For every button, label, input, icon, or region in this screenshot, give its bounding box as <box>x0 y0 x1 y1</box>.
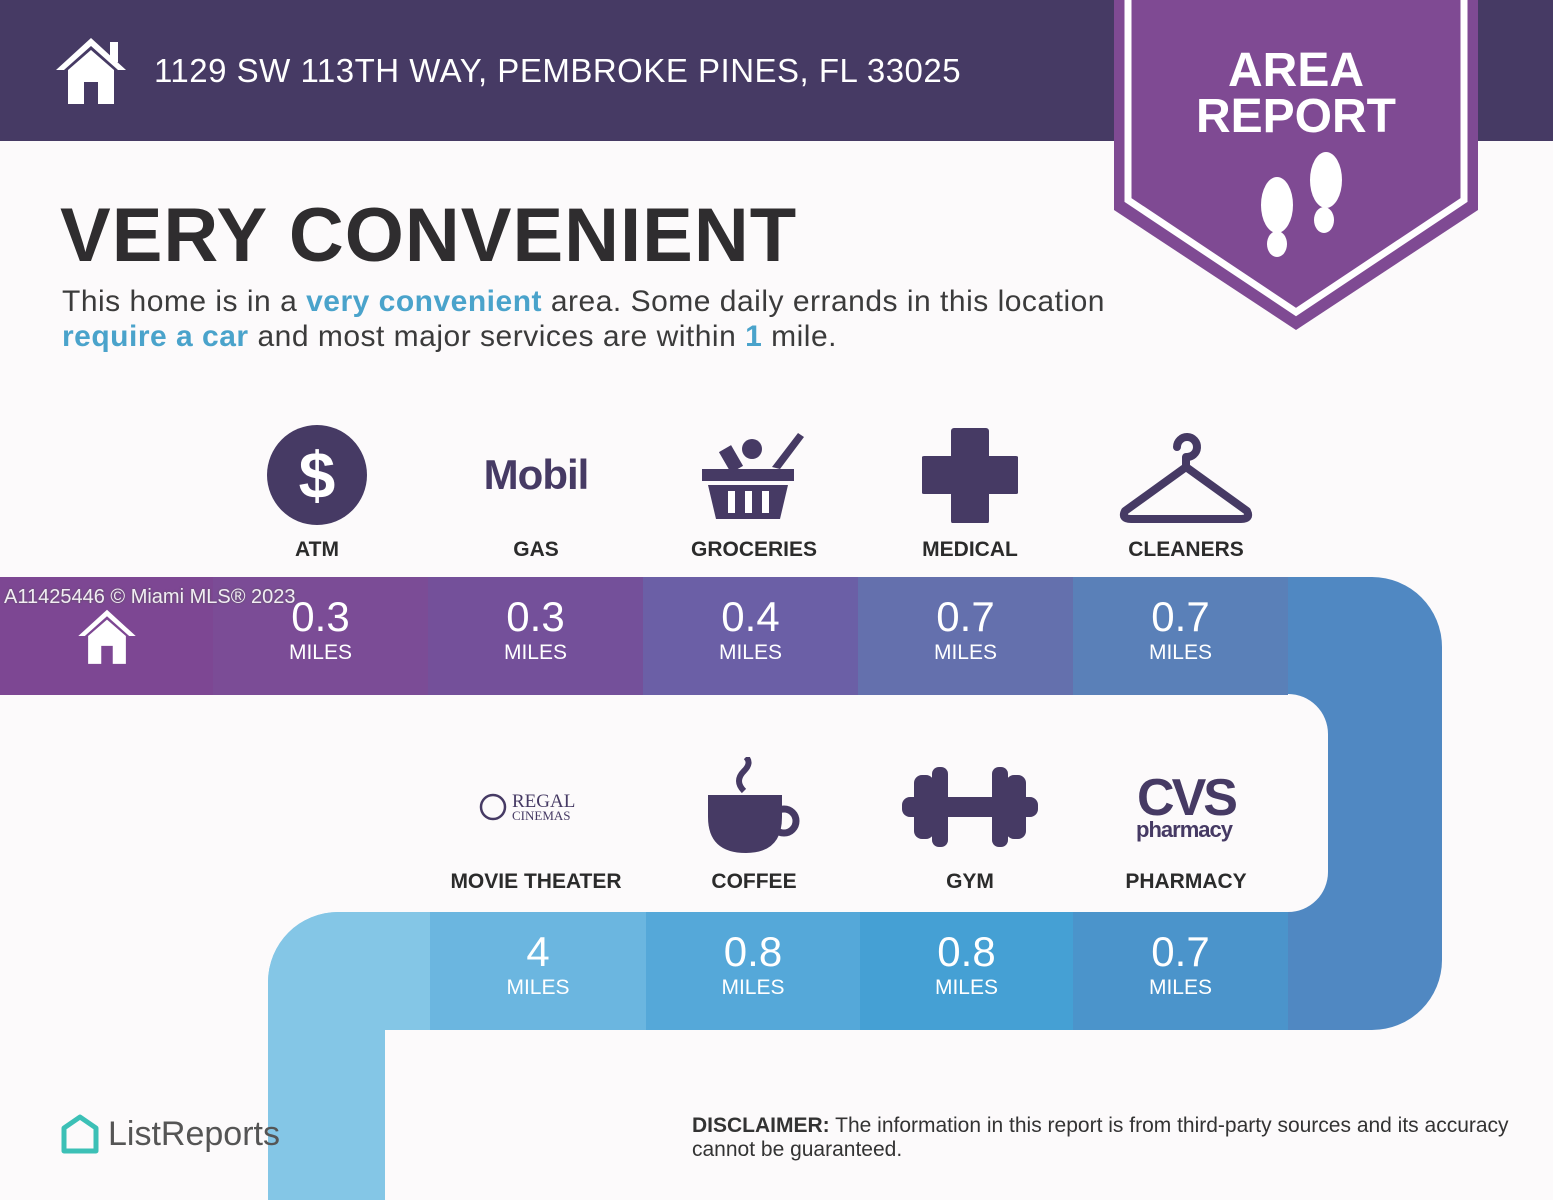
distance-unit: MILES <box>933 641 998 664</box>
distance-value: 0.3 <box>506 593 565 640</box>
svg-text:CINEMAS: CINEMAS <box>512 808 571 823</box>
amenity-pharmacy: CVS pharmacy PHARMACY <box>1078 752 1294 894</box>
route-start-segment <box>268 912 430 1030</box>
home-segment <box>0 577 213 695</box>
distance-value: 0.7 <box>1151 593 1210 640</box>
svg-text:REGAL: REGAL <box>512 791 575 812</box>
amenity-label: MEDICAL <box>922 538 1018 561</box>
desc-text: This home is in a <box>62 285 307 318</box>
distance-coffee: 0.8 MILES <box>646 912 860 1030</box>
coffee-icon <box>708 757 800 853</box>
route-gap <box>0 694 1328 912</box>
amenity-gym: GYM <box>862 752 1078 894</box>
distance-unit: MILES <box>1148 976 1213 999</box>
distance-movie-theater: 4 MILES <box>430 912 646 1030</box>
distance-unit: MILES <box>934 976 999 999</box>
watermark: A11425446 © Miami MLS® 2023 <box>4 586 296 608</box>
area-report-badge <box>1114 0 1478 330</box>
amenity-movie-theater: REGAL CINEMAS MOVIE THEATER <box>428 752 644 894</box>
amenity-label: MOVIE THEATER <box>450 870 622 893</box>
amenity-atm: $ ATM <box>209 420 425 562</box>
amenity-coffee: COFFEE <box>646 752 862 894</box>
amenity-groceries: GROCERIES <box>646 420 862 562</box>
mobil-logo: Mobil <box>483 451 590 498</box>
distance-groceries: 0.4 MILES <box>643 577 858 695</box>
amenity-label: ATM <box>295 538 339 561</box>
desc-highlight: very convenient <box>306 285 543 318</box>
desc-text: mile. <box>762 320 837 353</box>
hanger-icon <box>1119 433 1253 523</box>
basket-icon <box>702 433 804 519</box>
dumbbell-icon <box>902 767 1038 847</box>
svg-text:$: $ <box>299 438 336 512</box>
distance-unit: MILES <box>721 976 785 999</box>
disclaimer-text: The information in this report is from t… <box>692 1114 1509 1161</box>
distance-value: 0.7 <box>936 593 995 640</box>
distance-value: 4 <box>526 928 550 975</box>
distance-cleaners: 0.7 MILES <box>1073 577 1288 695</box>
svg-text:CVS: CVS <box>1137 771 1236 827</box>
property-address: 1129 SW 113TH WAY, PEMBROKE PINES, FL 33… <box>154 52 962 89</box>
badge-title: AREA REPORT <box>1114 44 1478 143</box>
listreports-icon <box>61 1114 99 1154</box>
cross-icon <box>922 428 1018 523</box>
listreports-logo: ListReports <box>60 1114 280 1154</box>
footprints-icon <box>1261 152 1342 257</box>
distance-gym: 0.8 MILES <box>860 912 1073 1030</box>
distance-value: 0.8 <box>937 928 996 975</box>
distance-unit: MILES <box>1148 641 1213 664</box>
distance-unit: MILES <box>718 641 783 664</box>
distance-gas: 0.3 MILES <box>428 577 643 695</box>
disclaimer-label: DISCLAIMER: <box>692 1114 830 1137</box>
desc-highlight: require a car <box>62 320 249 353</box>
amenity-medical: MEDICAL <box>862 420 1078 562</box>
footer-area <box>385 1030 1553 1200</box>
amenity-label: GROCERIES <box>690 538 818 561</box>
amenity-cleaners: CLEANERS <box>1078 420 1294 562</box>
distance-value: 0.3 <box>291 593 350 640</box>
desc-text: area. Some daily errands in this locatio… <box>542 285 1105 318</box>
convenience-title: VERY CONVENIENT <box>60 193 798 278</box>
amenity-label: COFFEE <box>711 870 797 893</box>
svg-text:pharmacy: pharmacy <box>1136 817 1234 842</box>
distance-unit: MILES <box>288 641 353 664</box>
convenience-description: This home is in a very convenient area. … <box>62 284 1122 354</box>
desc-text: and most major services are within <box>248 320 746 353</box>
distance-value: 0.4 <box>721 593 780 640</box>
desc-highlight: 1 <box>745 320 763 353</box>
home-icon <box>56 38 126 104</box>
distance-medical: 0.7 MILES <box>858 577 1073 695</box>
distance-unit: MILES <box>503 641 568 664</box>
amenity-label: CLEANERS <box>1128 538 1244 561</box>
distance-atm: 0.3 MILES <box>213 577 428 695</box>
amenity-label: PHARMACY <box>1125 870 1247 893</box>
home-icon <box>77 609 136 664</box>
brand-name: ListReports <box>108 1114 280 1153</box>
distance-value: 0.7 <box>1151 928 1210 975</box>
dollar-icon: $ <box>267 425 367 525</box>
badge-line-1: AREA <box>1227 44 1364 97</box>
distance-unit: MILES <box>506 976 570 999</box>
amenity-label: GYM <box>946 870 994 893</box>
amenity-gas: Mobil GAS <box>428 420 644 562</box>
distance-value: 0.8 <box>723 928 783 975</box>
amenity-label: GAS <box>513 538 559 561</box>
disclaimer: DISCLAIMER: The information in this repo… <box>692 1114 1512 1162</box>
badge-line-2: REPORT <box>1195 90 1396 143</box>
distance-pharmacy: 0.7 MILES <box>1073 912 1288 1030</box>
